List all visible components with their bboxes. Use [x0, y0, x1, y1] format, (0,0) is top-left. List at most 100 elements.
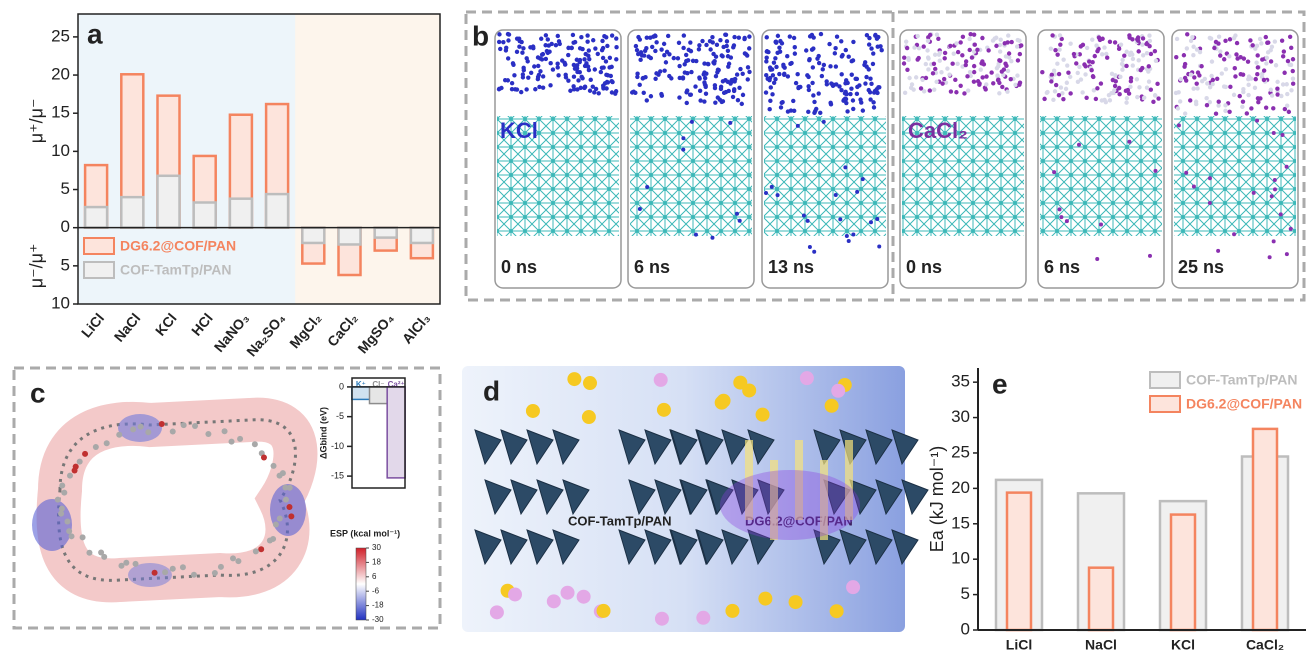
cof-lattice: [1040, 116, 1162, 236]
ion: [1242, 56, 1246, 60]
ion: [1018, 52, 1022, 56]
ion: [1228, 85, 1232, 89]
bar: [339, 228, 361, 245]
ion: [1065, 219, 1069, 223]
atom: [133, 561, 139, 567]
ion: [1272, 239, 1276, 243]
ion: [810, 81, 814, 85]
ion: [785, 54, 789, 58]
ion: [710, 35, 714, 39]
panel-letter: e: [992, 368, 1008, 399]
ion: [942, 77, 946, 81]
ion: [972, 70, 976, 74]
ion: [1083, 72, 1087, 76]
ion: [907, 76, 911, 80]
ion: [980, 36, 984, 40]
atom: [230, 555, 236, 561]
ion: [986, 48, 990, 52]
ion: [520, 51, 524, 55]
ion: [1273, 178, 1277, 182]
ion-sphere: [825, 399, 839, 413]
ion: [1095, 49, 1099, 53]
ion: [610, 79, 614, 83]
ion: [1291, 69, 1295, 73]
ion: [1195, 86, 1199, 90]
ion-sphere: [583, 376, 597, 390]
ion: [1282, 71, 1286, 75]
ion: [532, 64, 536, 68]
ion: [683, 62, 687, 66]
ion: [1108, 40, 1112, 44]
ion: [1119, 42, 1123, 46]
ion: [822, 120, 826, 124]
ion: [1208, 176, 1212, 180]
ion: [1007, 55, 1011, 59]
ion: [812, 100, 816, 104]
ion: [1289, 88, 1293, 92]
ion: [636, 52, 640, 56]
ion: [1061, 57, 1065, 61]
ion: [1270, 45, 1274, 49]
ion: [902, 55, 906, 59]
ion: [1040, 70, 1044, 74]
ion: [1232, 232, 1236, 236]
ion: [1140, 66, 1144, 70]
ion: [735, 72, 739, 76]
ion: [566, 46, 570, 50]
ion-sphere: [830, 604, 844, 618]
atom: [237, 436, 243, 442]
ion: [745, 53, 749, 57]
ion: [1125, 96, 1129, 100]
ion: [1233, 66, 1237, 70]
ion: [871, 51, 875, 55]
ion: [1216, 103, 1220, 107]
ion: [804, 48, 808, 52]
ion: [795, 72, 799, 76]
ion: [536, 75, 540, 79]
ion: [1068, 75, 1072, 79]
panel-letter: c: [30, 377, 46, 408]
ion: [1211, 78, 1215, 82]
ion: [659, 47, 663, 51]
ion: [843, 165, 847, 169]
ion: [1217, 34, 1221, 38]
atom: [67, 473, 73, 479]
ion: [806, 110, 810, 114]
ion: [610, 33, 614, 37]
ion: [1282, 49, 1286, 53]
time-label: 13 ns: [768, 257, 814, 277]
ion: [653, 49, 657, 53]
ion: [614, 57, 618, 61]
ion: [585, 39, 589, 43]
x-tick-label: MgSO₄: [354, 310, 397, 356]
ion: [1248, 38, 1252, 42]
ion: [1055, 52, 1059, 56]
ion: [741, 93, 745, 97]
ion: [940, 81, 944, 85]
ion: [770, 92, 774, 96]
ion: [1003, 41, 1007, 45]
atom: [59, 506, 65, 512]
ion: [1120, 58, 1124, 62]
ion: [654, 40, 658, 44]
ion: [1285, 82, 1289, 86]
ion: [1147, 44, 1151, 48]
ion: [572, 74, 576, 78]
atom: [162, 569, 168, 575]
atom: [138, 424, 144, 430]
ion: [997, 81, 1001, 85]
ion: [869, 46, 873, 50]
ion: [876, 35, 880, 39]
ion: [609, 74, 613, 78]
atom: [287, 485, 293, 491]
ion: [747, 34, 751, 38]
ion: [1068, 91, 1072, 95]
ion: [1057, 47, 1061, 51]
ion: [651, 35, 655, 39]
atom: [104, 440, 110, 446]
ion: [728, 81, 732, 85]
y-tick-label: 25: [951, 442, 970, 461]
ion: [775, 51, 779, 55]
ion: [588, 89, 592, 93]
bar: [121, 197, 143, 228]
